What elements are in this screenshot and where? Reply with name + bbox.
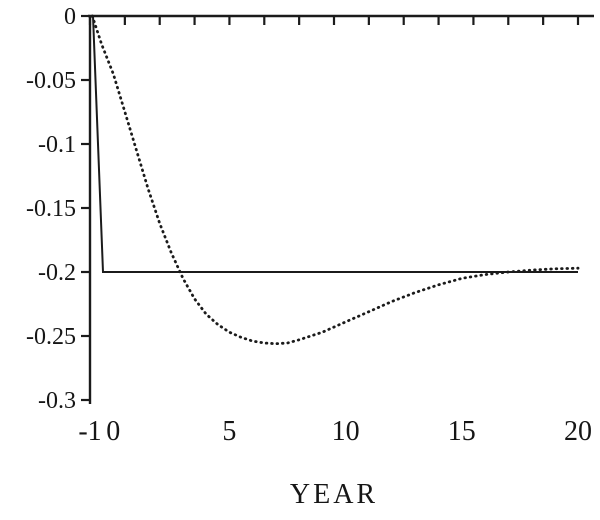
x-tick-label: 20 — [564, 416, 592, 447]
y-tick-label: -0.1 — [38, 132, 76, 158]
x-tick-label: 0 — [106, 416, 120, 447]
y-tick-label: -0.2 — [38, 260, 76, 286]
x-tick-label: 5 — [222, 416, 236, 447]
x-tick-label: -1 — [78, 416, 101, 447]
x-axis-label: YEAR — [290, 479, 378, 510]
x-tick-label: 15 — [448, 416, 476, 447]
y-tick-label: -0.15 — [26, 196, 76, 222]
y-tick-label: -0.05 — [26, 68, 76, 94]
series-permanent-shock-solid-line — [92, 15, 578, 273]
y-tick-label: 0 — [64, 4, 76, 30]
y-tick-label: -0.3 — [38, 388, 76, 414]
x-tick-label: 10 — [332, 416, 360, 447]
y-tick-label: -0.25 — [26, 324, 76, 350]
series-dynamic-response-dotted-line — [90, 14, 580, 346]
